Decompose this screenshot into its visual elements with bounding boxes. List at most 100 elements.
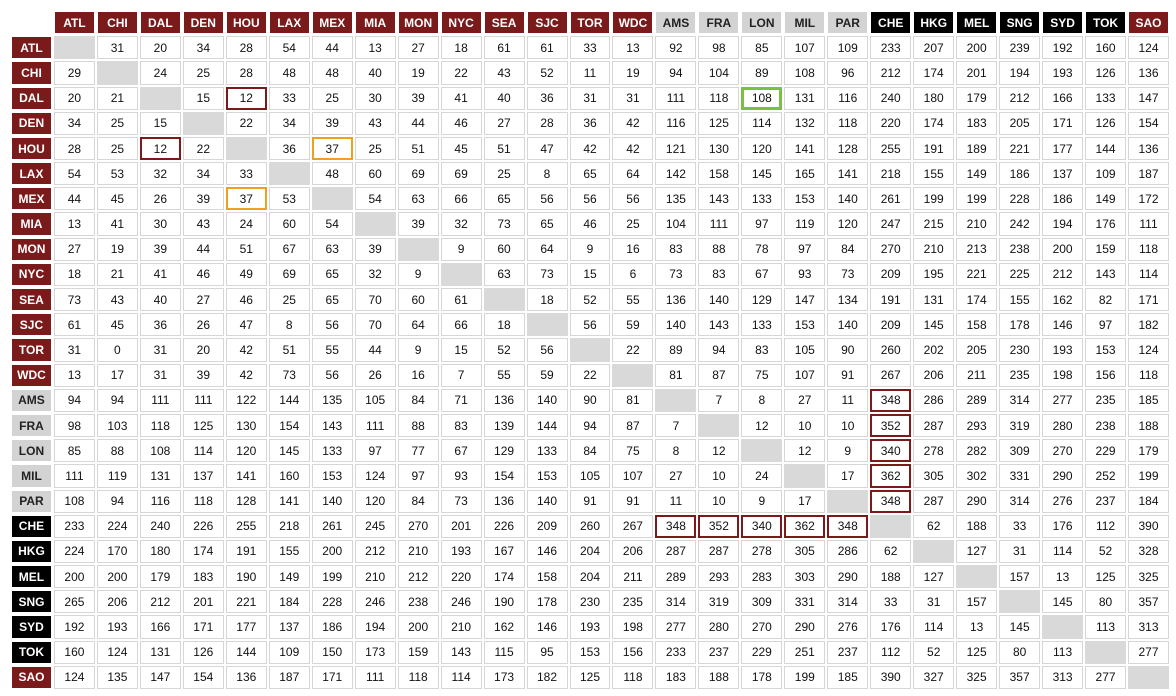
cell-sjc-che: 209 (870, 313, 912, 337)
cell-hou-wdc: 42 (612, 136, 654, 161)
cell-nyc-lax: 69 (268, 262, 310, 287)
row-header-sng: SNG (11, 590, 52, 614)
cell-par-mel: 290 (956, 489, 998, 513)
cell-fra-che: 352 (870, 413, 912, 438)
cell-chi-dal: 24 (139, 61, 181, 85)
cell-tok-mil: 251 (784, 640, 826, 664)
cell-nyc-mel: 221 (956, 262, 998, 287)
cell-hkg-hou: 191 (225, 539, 267, 564)
cell-hou-chi: 25 (96, 136, 138, 161)
cell-sjc-mon: 64 (397, 313, 439, 337)
cell-wdc-den: 39 (182, 363, 224, 387)
cell-nyc-tor: 15 (569, 262, 611, 287)
cell-mil-sjc: 153 (526, 464, 568, 488)
cell-hou-che: 255 (870, 136, 912, 161)
cell-nyc-tok: 143 (1085, 262, 1127, 287)
cell-par-hou: 128 (225, 489, 267, 513)
row-header-ams: AMS (11, 388, 52, 412)
cell-syd-syd (1042, 615, 1084, 639)
cell-mel-mex: 199 (311, 565, 353, 589)
cell-lon-den: 114 (182, 439, 224, 463)
cell-den-wdc: 42 (612, 111, 654, 135)
cell-chi-mia: 40 (354, 61, 396, 85)
cell-atl-sjc: 61 (526, 36, 568, 60)
cell-hou-syd: 177 (1042, 136, 1084, 161)
cell-par-sjc: 140 (526, 489, 568, 513)
cell-sng-wdc: 235 (612, 590, 654, 614)
cell-mia-lon: 97 (741, 212, 783, 236)
cell-par-par (827, 489, 869, 513)
cell-nyc-mex: 65 (311, 262, 353, 287)
cell-che-atl: 233 (53, 514, 95, 538)
cell-sng-den: 201 (182, 590, 224, 614)
column-header-nyc: NYC (440, 11, 482, 35)
cell-fra-nyc: 83 (440, 413, 482, 438)
cell-mil-mil (784, 464, 826, 488)
cell-sea-mex: 65 (311, 288, 353, 312)
cell-syd-lon: 270 (741, 615, 783, 639)
cell-mon-mia: 39 (354, 237, 396, 261)
cell-sng-ams: 314 (655, 590, 697, 614)
cell-wdc-sea: 55 (483, 363, 525, 387)
cell-mex-den: 39 (182, 187, 224, 211)
cell-tok-tor: 153 (569, 640, 611, 664)
cell-lax-den: 34 (182, 162, 224, 186)
cell-syd-par: 276 (827, 615, 869, 639)
cell-mon-fra: 88 (698, 237, 740, 261)
cell-nyc-sea: 63 (483, 262, 525, 287)
cell-lon-hou: 120 (225, 439, 267, 463)
cell-chi-ams: 94 (655, 61, 697, 85)
cell-che-syd: 176 (1042, 514, 1084, 538)
cell-par-tok: 237 (1085, 489, 1127, 513)
cell-mia-sng: 242 (999, 212, 1041, 236)
cell-atl-tok: 160 (1085, 36, 1127, 60)
cell-nyc-chi: 21 (96, 262, 138, 287)
cell-atl-hou: 28 (225, 36, 267, 60)
cell-ams-mel: 289 (956, 388, 998, 412)
cell-mex-mel: 199 (956, 187, 998, 211)
cell-mil-syd: 290 (1042, 464, 1084, 488)
cell-sjc-sea: 18 (483, 313, 525, 337)
cell-sea-che: 191 (870, 288, 912, 312)
cell-sjc-atl: 61 (53, 313, 95, 337)
cell-nyc-atl: 18 (53, 262, 95, 287)
cell-hkg-sao: 328 (1128, 539, 1169, 564)
cell-sng-dal: 212 (139, 590, 181, 614)
cell-sjc-sng: 178 (999, 313, 1041, 337)
cell-nyc-ams: 73 (655, 262, 697, 287)
cell-mon-wdc: 16 (612, 237, 654, 261)
cell-fra-den: 125 (182, 413, 224, 438)
cell-sng-par: 314 (827, 590, 869, 614)
cell-ams-wdc: 81 (612, 388, 654, 412)
cell-dal-atl: 20 (53, 86, 95, 110)
cell-sea-mil: 147 (784, 288, 826, 312)
cell-sjc-mil: 153 (784, 313, 826, 337)
cell-dal-hkg: 180 (913, 86, 955, 110)
cell-ams-sng: 314 (999, 388, 1041, 412)
cell-mil-par: 17 (827, 464, 869, 488)
cell-mia-den: 43 (182, 212, 224, 236)
cell-hou-hkg: 191 (913, 136, 955, 161)
cell-wdc-syd: 198 (1042, 363, 1084, 387)
cell-sjc-lon: 133 (741, 313, 783, 337)
cell-mel-dal: 179 (139, 565, 181, 589)
cell-fra-lax: 154 (268, 413, 310, 438)
cell-lon-mon: 77 (397, 439, 439, 463)
cell-lax-fra: 158 (698, 162, 740, 186)
cell-mon-par: 84 (827, 237, 869, 261)
cell-dal-tok: 133 (1085, 86, 1127, 110)
cell-sjc-syd: 146 (1042, 313, 1084, 337)
cell-sng-atl: 265 (53, 590, 95, 614)
cell-mex-syd: 186 (1042, 187, 1084, 211)
cell-sng-mel: 157 (956, 590, 998, 614)
cell-che-mon: 270 (397, 514, 439, 538)
cell-wdc-sao: 118 (1128, 363, 1169, 387)
cell-mel-ams: 289 (655, 565, 697, 589)
cell-tor-den: 20 (182, 338, 224, 362)
cell-lax-syd: 137 (1042, 162, 1084, 186)
row-header-lax: LAX (11, 162, 52, 186)
column-header-syd: SYD (1042, 11, 1084, 35)
cell-hou-nyc: 45 (440, 136, 482, 161)
cell-par-sao: 184 (1128, 489, 1169, 513)
cell-mia-par: 120 (827, 212, 869, 236)
